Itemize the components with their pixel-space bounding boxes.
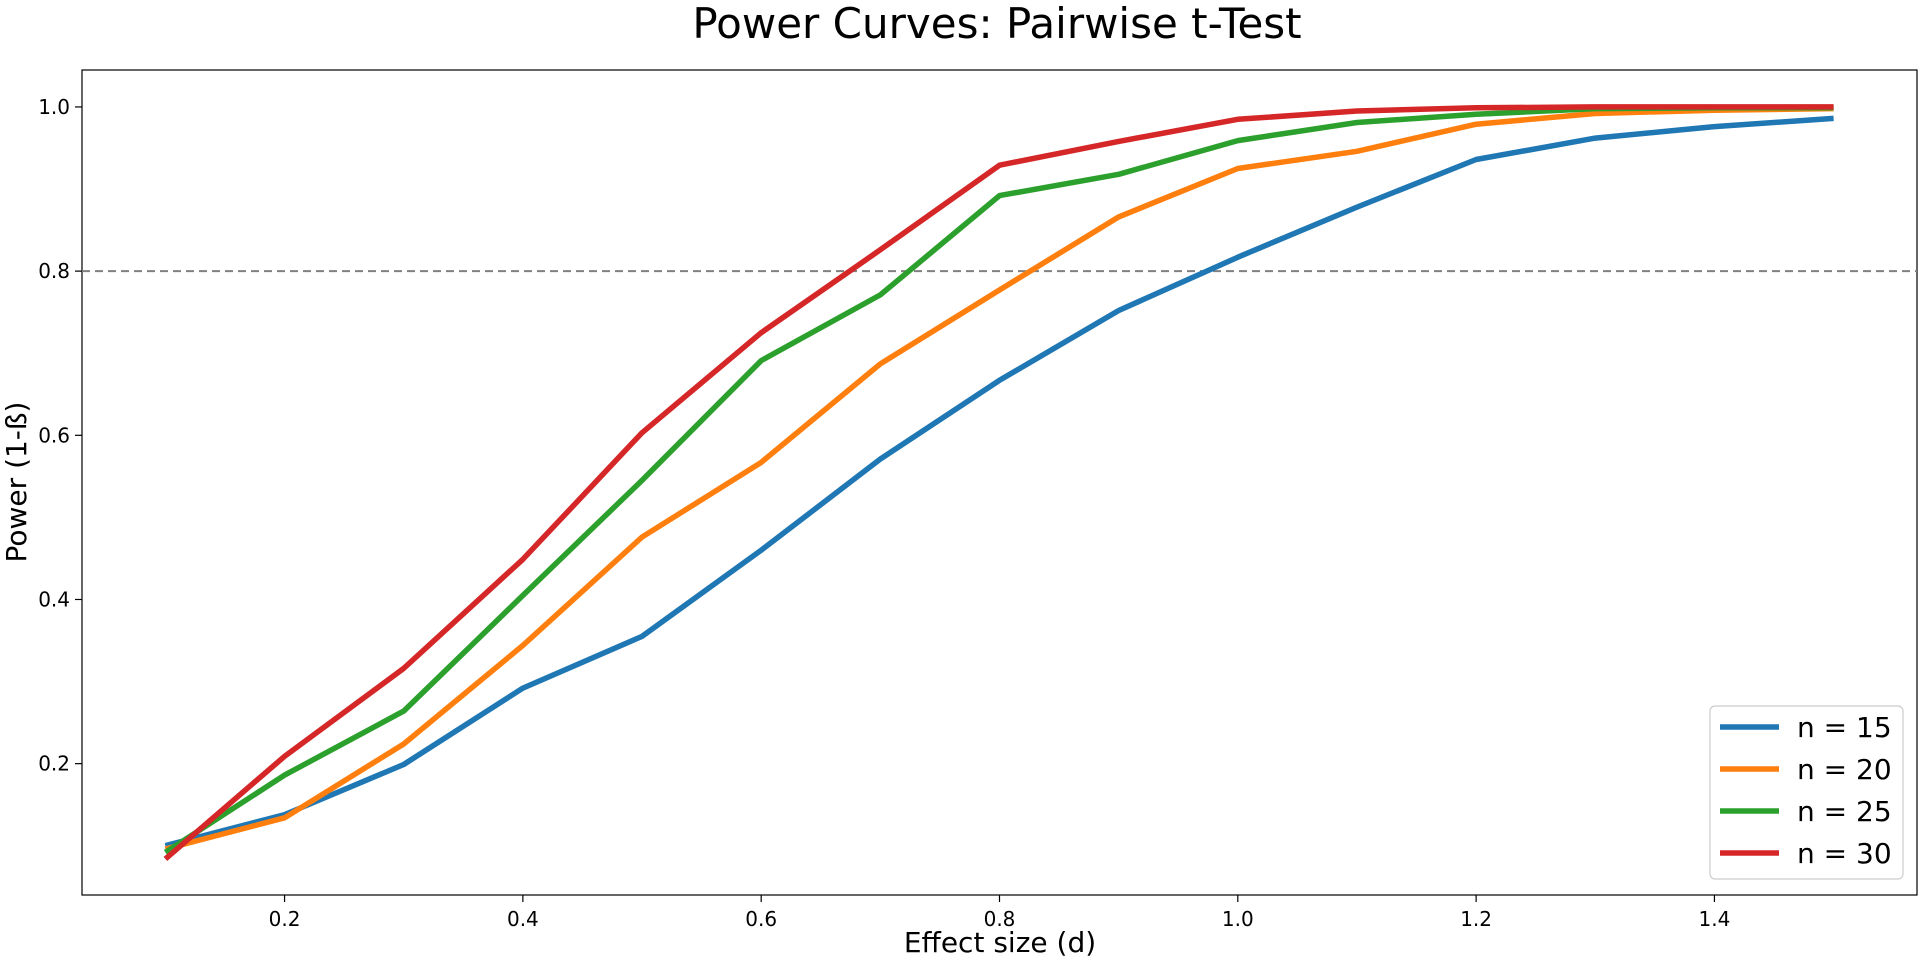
y-tick-label: 1.0 bbox=[38, 95, 70, 119]
x-axis-ticks: 0.2 0.4 0.6 0.8 1.0 1.2 1.4 bbox=[269, 895, 1731, 931]
x-tick-label: 1.2 bbox=[1460, 907, 1492, 931]
y-tick-label: 0.8 bbox=[38, 259, 70, 283]
y-axis-ticks: 0.2 0.4 0.6 0.8 1.0 bbox=[38, 95, 82, 776]
legend-label-4: n = 30 bbox=[1797, 837, 1892, 870]
x-tick-label: 0.6 bbox=[745, 907, 777, 931]
legend-label-2: n = 20 bbox=[1797, 753, 1892, 786]
series-line-2 bbox=[164, 105, 1834, 852]
y-axis-label: Power (1-ß) bbox=[0, 402, 33, 563]
legend: n = 15 n = 20 n = 25 n = 30 bbox=[1709, 705, 1904, 880]
y-tick-label: 0.4 bbox=[38, 587, 70, 611]
series-line-3 bbox=[163, 105, 1834, 855]
legend-label-3: n = 25 bbox=[1797, 795, 1892, 828]
chart-title: Power Curves: Pairwise t-Test bbox=[692, 0, 1301, 48]
x-tick-label: 0.8 bbox=[984, 907, 1016, 931]
y-tick-label: 0.6 bbox=[38, 423, 70, 447]
x-tick-label: 0.2 bbox=[269, 907, 301, 931]
series-line-4 bbox=[163, 104, 1834, 861]
x-tick-label: 0.4 bbox=[507, 907, 539, 931]
x-axis-label: Effect size (d) bbox=[904, 926, 1096, 959]
y-tick-label: 0.2 bbox=[38, 752, 70, 776]
series-lines bbox=[163, 104, 1834, 861]
x-tick-label: 1.4 bbox=[1699, 907, 1731, 931]
legend-label-1: n = 15 bbox=[1797, 711, 1892, 744]
x-tick-label: 1.0 bbox=[1222, 907, 1254, 931]
legend-box bbox=[1709, 705, 1904, 880]
series-line-1 bbox=[164, 115, 1834, 849]
